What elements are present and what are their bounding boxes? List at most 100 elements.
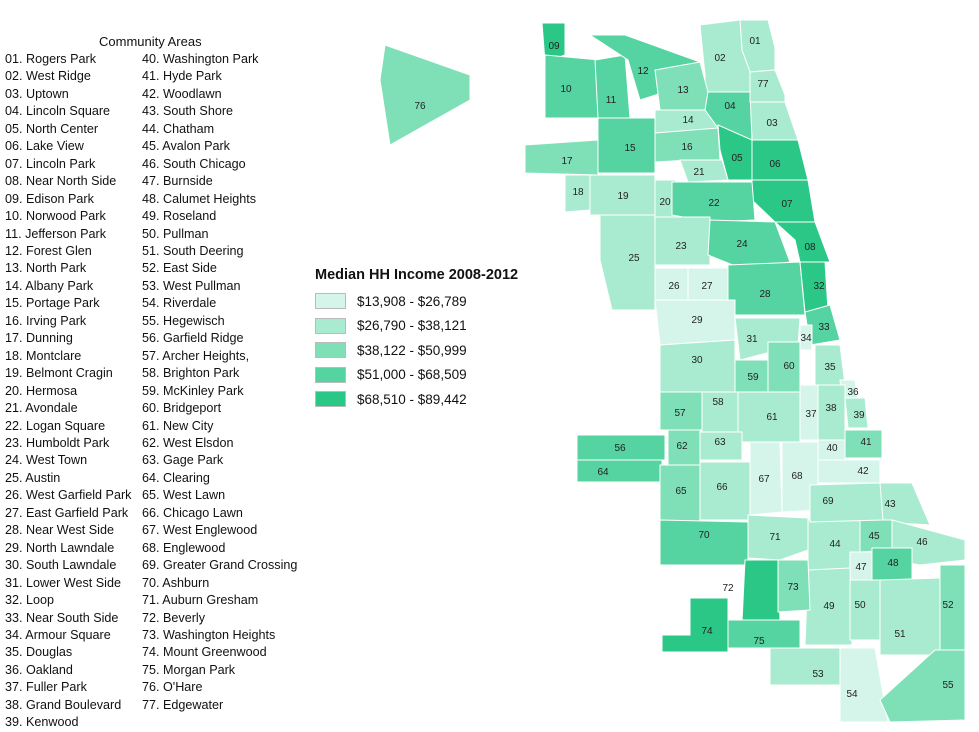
legend-label: $51,000 - $68,509 <box>357 367 467 383</box>
community-area-label: 71 <box>769 532 781 543</box>
community-area-name: 53. West Pullman <box>142 278 241 293</box>
community-area-name: 74. Mount Greenwood <box>142 645 267 660</box>
community-areas-list-col1: 01. Rogers Park 02. West Ridge 03. Uptown 0… <box>5 51 131 732</box>
community-area-label: 65 <box>675 486 687 497</box>
legend-item: $38,122 - $50,999 <box>315 338 518 363</box>
community-area-name: 28. Near West Side <box>5 523 114 538</box>
community-area-label: 21 <box>693 167 705 178</box>
community-area-name: 37. Fuller Park <box>5 680 87 695</box>
community-area-label: 30 <box>691 355 703 366</box>
community-area-label: 24 <box>736 239 748 250</box>
community-area-label: 62 <box>676 441 688 452</box>
community-area-name: 77. Edgewater <box>142 697 224 712</box>
community-area-name: 22. Logan Square <box>5 418 106 433</box>
community-area-name: 50. Pullman <box>142 226 209 241</box>
community-area-label: 13 <box>677 85 689 96</box>
community-area-label: 47 <box>855 562 867 573</box>
community-area-05 <box>717 124 753 181</box>
community-area-name: 17. Dunning <box>5 331 73 346</box>
legend-swatch <box>315 366 346 383</box>
community-area-name: 30. South Lawndale <box>5 558 117 573</box>
community-area-name: 26. West Garfield Park <box>5 488 132 503</box>
community-area-25 <box>599 214 656 311</box>
community-area-label: 35 <box>824 362 836 373</box>
community-area-name: 13. North Park <box>5 261 87 276</box>
community-area-name: 34. Armour Square <box>5 627 111 642</box>
community-area-label: 23 <box>675 241 687 252</box>
legend-label: $38,122 - $50,999 <box>357 342 467 358</box>
community-area-label: 14 <box>682 115 694 126</box>
community-area-label: 68 <box>791 471 803 482</box>
community-area-24 <box>707 219 791 269</box>
community-area-label: 72 <box>722 583 734 594</box>
community-area-name: 41. Hyde Park <box>142 69 222 84</box>
community-area-name: 44. Chatham <box>142 121 215 136</box>
community-area-30 <box>659 339 736 393</box>
community-area-54 <box>839 647 889 723</box>
community-area-label: 17 <box>561 156 573 167</box>
community-area-label: 01 <box>749 36 761 47</box>
community-area-name: 68. Englewood <box>142 540 226 555</box>
community-area-name: 33. Near South Side <box>5 610 119 625</box>
community-area-53 <box>769 647 841 686</box>
community-area-72 <box>741 559 781 623</box>
community-area-70 <box>659 519 749 566</box>
community-area-74 <box>661 597 729 653</box>
community-area-71 <box>747 514 809 561</box>
community-area-name: 39. Kenwood <box>5 715 79 730</box>
community-area-42 <box>817 459 881 484</box>
community-area-label: 16 <box>681 142 693 153</box>
community-area-name: 61. New City <box>142 418 214 433</box>
community-area-55 <box>879 649 966 723</box>
community-area-name: 55. Hegewisch <box>142 313 225 328</box>
community-area-name: 52. East Side <box>142 261 217 276</box>
community-area-label: 10 <box>560 84 572 95</box>
community-area-labels: 01 02 03 04 05 06 07 08 09 10 11 12 13 14 15 16 17 18 19 20… <box>414 36 954 700</box>
community-area-label: 75 <box>753 636 765 647</box>
community-area-label: 12 <box>637 66 649 77</box>
community-area-label: 76 <box>414 101 426 112</box>
community-area-label: 58 <box>712 397 724 408</box>
community-area-label: 39 <box>853 410 865 421</box>
community-area-11 <box>594 54 631 119</box>
community-area-name: 18. Montclare <box>5 348 82 363</box>
community-area-label: 02 <box>714 53 726 64</box>
community-area-label: 41 <box>860 437 872 448</box>
community-area-label: 18 <box>572 187 584 198</box>
community-area-label: 36 <box>847 387 859 398</box>
community-area-name: 06. Lake View <box>5 139 84 154</box>
community-area-51 <box>879 577 941 656</box>
community-area-label: 59 <box>747 372 759 383</box>
community-area-name: 29. North Lawndale <box>5 540 115 555</box>
community-area-21 <box>679 159 729 183</box>
community-area-label: 20 <box>659 197 671 208</box>
legend-item: $26,790 - $38,121 <box>315 314 518 339</box>
community-area-name: 64. Clearing <box>142 470 210 485</box>
community-area-name: 14. Albany Park <box>5 278 94 293</box>
community-area-label: 61 <box>766 412 778 423</box>
community-area-label: 70 <box>698 530 710 541</box>
community-area-name: 75. Morgan Park <box>142 662 236 677</box>
community-area-76 <box>379 44 471 146</box>
community-area-name: 76. O'Hare <box>142 680 203 695</box>
community-area-09 <box>541 22 566 63</box>
community-area-75 <box>727 619 801 649</box>
community-area-label: 73 <box>787 582 799 593</box>
community-area-label: 67 <box>758 474 770 485</box>
community-area-label: 66 <box>716 482 728 493</box>
community-area-name: 58. Brighton Park <box>142 366 240 381</box>
community-area-name: 71. Auburn Gresham <box>142 593 259 608</box>
community-area-name: 49. Roseland <box>142 209 217 224</box>
community-area-label: 07 <box>781 199 793 210</box>
legend-rows: $13,908 - $26,789 $26,790 - $38,121 $38,12… <box>315 289 518 412</box>
community-area-name: 67. West Englewood <box>142 523 258 538</box>
community-area-name: 08. Near North Side <box>5 174 117 189</box>
community-area-name: 70. Ashburn <box>142 575 210 590</box>
legend-label: $26,790 - $38,121 <box>357 318 467 334</box>
community-area-77 <box>749 69 786 103</box>
community-area-label: 48 <box>887 558 899 569</box>
community-area-69 <box>809 482 884 523</box>
community-area-name: 27. East Garfield Park <box>5 505 129 520</box>
community-area-name: 73. Washington Heights <box>142 627 276 642</box>
community-area-name: 05. North Center <box>5 121 99 136</box>
